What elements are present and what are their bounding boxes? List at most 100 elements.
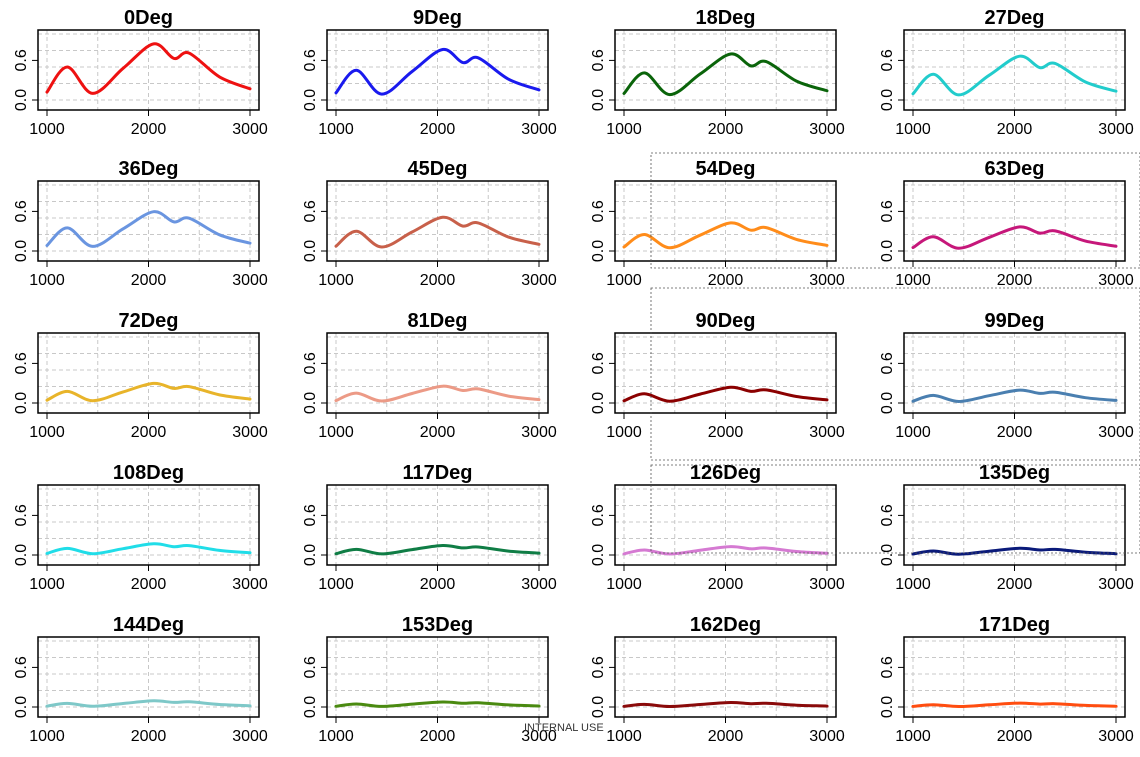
series-line	[911, 54, 1118, 97]
panel-title: 117Deg	[402, 462, 472, 484]
panel-117deg: 1000 2000 3000 0.0 0.6 117Deg	[302, 462, 557, 593]
y-tick-label: 0.0	[13, 696, 30, 718]
panel-153deg: 1000 2000 3000 0.0 0.6 153Deg	[302, 614, 557, 745]
y-tick-label: 0.6	[13, 352, 30, 374]
y-tick-label: 0.0	[302, 89, 319, 111]
panel-title: 99Deg	[984, 310, 1044, 332]
x-tick-label: 1000	[895, 576, 931, 593]
overlay-box	[650, 152, 1140, 269]
y-tick-label: 0.0	[302, 392, 319, 414]
y-tick-label: 0.6	[590, 200, 607, 222]
y-tick-label: 0.6	[879, 656, 896, 678]
series-line	[334, 47, 541, 96]
panel-171deg: 1000 2000 3000 0.0 0.6 171Deg	[879, 614, 1134, 745]
y-tick-label: 0.0	[879, 392, 896, 414]
x-tick-label: 3000	[232, 728, 268, 745]
y-tick-label: 0.0	[13, 240, 30, 262]
x-tick-label: 3000	[1098, 272, 1134, 289]
panel-63deg: 1000 2000 3000 0.0 0.6 63Deg	[879, 158, 1134, 289]
y-tick-label: 0.6	[13, 656, 30, 678]
y-tick-label: 0.0	[590, 544, 607, 566]
panel-title: 126Deg	[690, 462, 761, 484]
x-tick-label: 1000	[29, 424, 65, 441]
x-tick-label: 2000	[131, 728, 167, 745]
y-tick-label: 0.6	[590, 504, 607, 526]
y-tick-label: 0.6	[302, 200, 319, 222]
y-tick-label: 0.0	[13, 544, 30, 566]
y-tick-label: 0.6	[879, 49, 896, 71]
panel-title: 0Deg	[124, 7, 173, 29]
x-tick-label: 2000	[708, 272, 744, 289]
x-tick-label: 3000	[809, 121, 845, 138]
y-tick-label: 0.6	[590, 656, 607, 678]
series-line	[45, 210, 252, 248]
x-tick-label: 2000	[708, 728, 744, 745]
x-tick-label: 3000	[521, 576, 557, 593]
series-line	[45, 42, 252, 95]
y-tick-label: 0.0	[879, 240, 896, 262]
y-tick-label: 0.0	[879, 544, 896, 566]
x-tick-label: 1000	[606, 576, 642, 593]
y-tick-label: 0.6	[13, 200, 30, 222]
panel-title: 45Deg	[407, 158, 467, 180]
y-tick-label: 0.6	[302, 352, 319, 374]
panel-144deg: 1000 2000 3000 0.0 0.6 144Deg	[13, 614, 268, 745]
plot-frame	[326, 180, 549, 262]
x-tick-label: 1000	[318, 728, 354, 745]
panel-title: 72Deg	[118, 310, 178, 332]
x-tick-label: 3000	[521, 272, 557, 289]
y-tick-label: 0.6	[879, 504, 896, 526]
y-tick-label: 0.0	[590, 392, 607, 414]
panel-title: 144Deg	[113, 614, 184, 636]
series-line	[911, 546, 1118, 556]
y-tick-label: 0.0	[13, 392, 30, 414]
y-tick-label: 0.0	[302, 544, 319, 566]
y-tick-label: 0.6	[590, 352, 607, 374]
x-tick-label: 2000	[420, 576, 456, 593]
series-line	[45, 699, 252, 708]
plot-frame	[903, 332, 1126, 414]
series-line	[911, 701, 1118, 709]
y-tick-label: 0.0	[590, 240, 607, 262]
x-tick-label: 1000	[29, 728, 65, 745]
x-tick-label: 2000	[131, 121, 167, 138]
y-tick-label: 0.0	[590, 696, 607, 718]
panel-54deg: 1000 2000 3000 0.0 0.6 54Deg	[590, 158, 845, 289]
y-tick-label: 0.0	[13, 89, 30, 111]
x-tick-label: 1000	[318, 121, 354, 138]
x-tick-label: 2000	[420, 121, 456, 138]
x-tick-label: 1000	[606, 121, 642, 138]
x-tick-label: 3000	[1098, 576, 1134, 593]
x-tick-label: 3000	[232, 424, 268, 441]
x-tick-label: 2000	[997, 272, 1033, 289]
panel-title: 36Deg	[118, 158, 178, 180]
panel-title: 90Deg	[695, 310, 755, 332]
panel-title: 63Deg	[984, 158, 1044, 180]
x-tick-label: 3000	[232, 576, 268, 593]
panel-36deg: 1000 2000 3000 0.0 0.6 36Deg	[13, 158, 268, 289]
y-tick-label: 0.0	[879, 89, 896, 111]
y-tick-label: 0.0	[302, 240, 319, 262]
y-tick-label: 0.0	[302, 696, 319, 718]
panel-72deg: 1000 2000 3000 0.0 0.6 72Deg	[13, 310, 268, 441]
x-tick-label: 2000	[708, 424, 744, 441]
series-line	[334, 384, 541, 403]
x-tick-label: 1000	[895, 728, 931, 745]
panel-108deg: 1000 2000 3000 0.0 0.6 108Deg	[13, 462, 268, 593]
panel-title: 171Deg	[979, 614, 1050, 636]
x-tick-label: 2000	[131, 272, 167, 289]
x-tick-label: 1000	[606, 728, 642, 745]
y-tick-label: 0.6	[879, 352, 896, 374]
series-line	[622, 700, 829, 708]
x-tick-label: 3000	[521, 424, 557, 441]
plot-frame	[326, 332, 549, 414]
panel-title: 9Deg	[413, 7, 462, 29]
x-tick-label: 3000	[1098, 424, 1134, 441]
panel-99deg: 1000 2000 3000 0.0 0.6 99Deg	[879, 310, 1134, 441]
series-line	[334, 215, 541, 249]
x-tick-label: 1000	[606, 424, 642, 441]
panel-title: 27Deg	[984, 7, 1044, 29]
x-tick-label: 1000	[318, 272, 354, 289]
series-line	[622, 221, 829, 250]
